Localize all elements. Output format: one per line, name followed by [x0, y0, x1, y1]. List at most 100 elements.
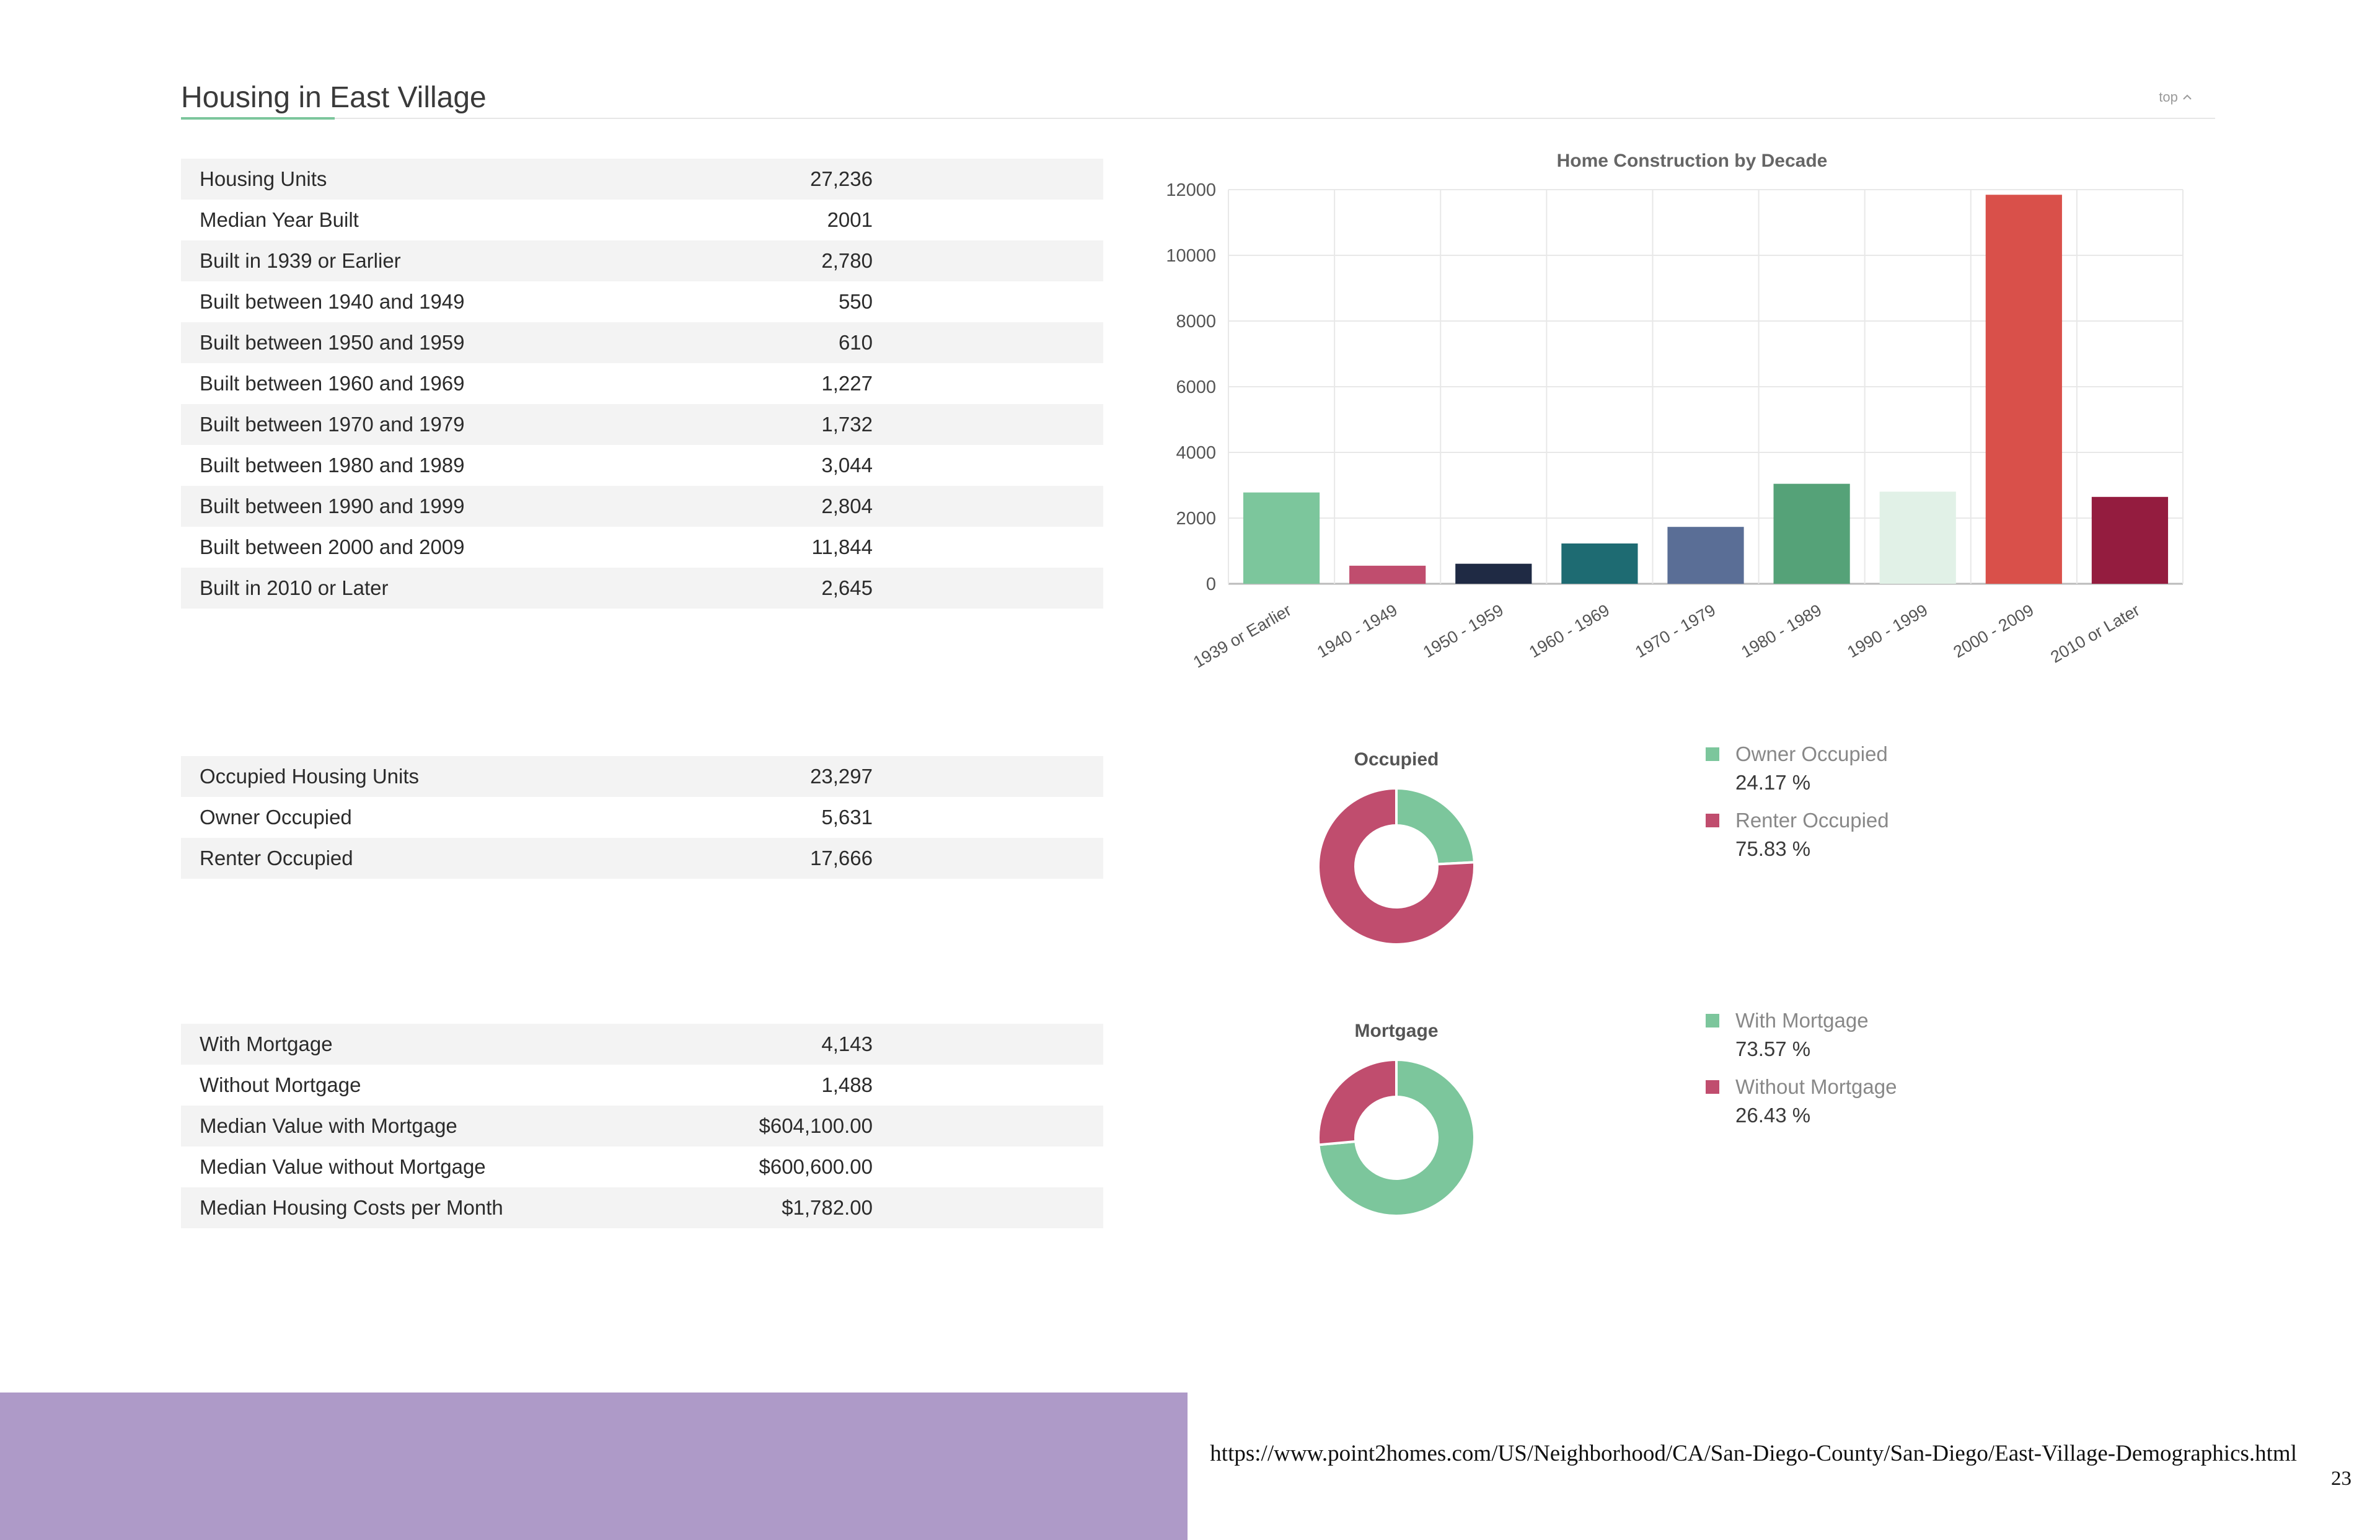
row-value: 2001 — [827, 208, 873, 231]
table-row: Built between 1970 and 1979 1,732 — [181, 404, 1103, 445]
construction-table: Housing Units 27,236 Median Year Built 2001… — [181, 159, 1103, 609]
table-row: With Mortgage 4,143 — [181, 1024, 1103, 1065]
table-row: Median Value with Mortgage $604,100.00 — [181, 1106, 1103, 1146]
donut-slice[interactable] — [1317, 1058, 1398, 1146]
section-header: Housing in East Village top — [181, 79, 2215, 120]
bar[interactable] — [1879, 491, 1956, 584]
x-tick-label: 1940 - 1949 — [1314, 601, 1401, 661]
bar[interactable] — [1773, 483, 1850, 584]
legend-swatch — [1706, 814, 1719, 827]
row-value: 3,044 — [821, 454, 873, 477]
row-value: 17,666 — [810, 847, 873, 869]
legend-label: With Mortgage — [1735, 1009, 1869, 1032]
row-value: 4,143 — [821, 1032, 873, 1055]
row-label: Occupied Housing Units — [200, 765, 420, 788]
row-label: Built between 1940 and 1949 — [200, 290, 465, 313]
footer-band — [0, 1393, 1188, 1540]
table-row: Built between 1950 and 1959 610 — [181, 322, 1103, 363]
source-url: https://www.point2homes.com/US/Neighborh… — [1210, 1441, 2297, 1466]
row-label: Median Housing Costs per Month — [200, 1196, 503, 1219]
row-label: Owner Occupied — [200, 806, 352, 829]
x-tick-label: 1960 - 1969 — [1526, 601, 1613, 661]
table-row: Housing Units 27,236 — [181, 159, 1103, 200]
table-row: Built between 1940 and 1949 550 — [181, 281, 1103, 322]
row-value: 2,780 — [821, 249, 873, 272]
table-row: Median Value without Mortgage $600,600.00 — [181, 1146, 1103, 1187]
table-row: Occupied Housing Units 23,297 — [181, 756, 1103, 797]
row-value: 550 — [838, 290, 873, 313]
row-value: 1,488 — [821, 1073, 873, 1096]
bar[interactable] — [1243, 492, 1320, 584]
donut-slice[interactable] — [1317, 786, 1476, 946]
table-row: Median Year Built 2001 — [181, 200, 1103, 240]
legend-percentage: 24.17 % — [1735, 771, 1811, 794]
bar[interactable] — [1455, 563, 1532, 584]
bar[interactable] — [1561, 543, 1638, 584]
row-label: Renter Occupied — [200, 847, 353, 869]
row-value: 1,732 — [821, 413, 873, 436]
page-title: Housing in East Village — [181, 81, 487, 114]
occupancy-table: Occupied Housing Units 23,297 Owner Occupi… — [181, 756, 1103, 879]
table-row: Built between 1960 and 1969 1,227 — [181, 363, 1103, 404]
mortgage-table: With Mortgage 4,143 Without Mortgage 1,488 M… — [181, 1024, 1103, 1228]
x-tick-label: 1939 or Earlier — [1190, 601, 1294, 672]
donut-slice[interactable] — [1395, 786, 1476, 866]
bar[interactable] — [2091, 496, 2169, 584]
row-label: Housing Units — [200, 167, 327, 190]
legend-percentage: 75.83 % — [1735, 837, 1811, 860]
mortgage-donut-chart: Mortgage — [1317, 1021, 1476, 1217]
home-construction-bar-chart: Home Construction by Decade 0 2000 4000 6000… — [1166, 151, 2184, 672]
row-value: 5,631 — [821, 806, 873, 829]
chart-title: Home Construction by Decade — [1557, 151, 1828, 171]
bar[interactable] — [1985, 195, 2062, 584]
y-tick-label: 12000 — [1166, 180, 1216, 200]
legend-swatch — [1706, 1014, 1719, 1027]
x-tick-label: 1950 - 1959 — [1420, 601, 1507, 661]
row-label: Built between 1960 and 1969 — [200, 372, 465, 395]
bar[interactable] — [1349, 565, 1426, 584]
table-row: Without Mortgage 1,488 — [181, 1065, 1103, 1106]
row-value: 23,297 — [810, 765, 873, 788]
x-tick-label: 1970 - 1979 — [1632, 601, 1719, 661]
x-tick-label: 1980 - 1989 — [1738, 601, 1825, 661]
legend-percentage: 26.43 % — [1735, 1104, 1811, 1127]
row-value: $600,600.00 — [759, 1155, 873, 1178]
table-row: Built between 2000 and 2009 11,844 — [181, 527, 1103, 568]
row-value: $1,782.00 — [782, 1196, 873, 1219]
legend-swatch — [1706, 1080, 1719, 1094]
table-row: Built between 1980 and 1989 3,044 — [181, 445, 1103, 486]
table-row: Built between 1990 and 1999 2,804 — [181, 486, 1103, 527]
donut-title: Occupied — [1354, 749, 1439, 770]
x-tick-label: 1990 - 1999 — [1844, 601, 1931, 661]
row-label: Median Value with Mortgage — [200, 1114, 457, 1137]
row-label: Built in 2010 or Later — [200, 576, 389, 599]
legend-label: Renter Occupied — [1735, 809, 1889, 832]
y-tick-label: 0 — [1206, 574, 1216, 594]
row-value: 610 — [838, 331, 873, 354]
chevron-up-icon — [2182, 88, 2193, 107]
top-link[interactable]: top — [2159, 88, 2193, 107]
row-label: Built between 1990 and 1999 — [200, 495, 465, 517]
row-value: 2,804 — [821, 495, 873, 517]
y-tick-label: 8000 — [1176, 312, 1216, 332]
row-label: Built between 1970 and 1979 — [200, 413, 465, 436]
bar[interactable] — [1667, 527, 1744, 584]
row-label: Built between 1950 and 1959 — [200, 331, 465, 354]
table-row: Renter Occupied 17,666 — [181, 838, 1103, 879]
top-link-label: top — [2159, 89, 2178, 105]
row-label: Built between 2000 and 2009 — [200, 535, 465, 558]
row-label: Median Year Built — [200, 208, 359, 231]
y-tick-label: 4000 — [1176, 443, 1216, 463]
row-label: Without Mortgage — [200, 1073, 361, 1096]
row-value: 27,236 — [810, 167, 873, 190]
legend-percentage: 73.57 % — [1735, 1037, 1811, 1060]
row-label: With Mortgage — [200, 1032, 333, 1055]
legend-swatch — [1706, 747, 1719, 761]
row-label: Built in 1939 or Earlier — [200, 249, 401, 272]
row-value: $604,100.00 — [759, 1114, 873, 1137]
legend-label: Owner Occupied — [1735, 742, 1888, 765]
row-value: 11,844 — [811, 535, 873, 558]
donut-slice[interactable] — [1317, 1058, 1476, 1217]
y-tick-label: 10000 — [1166, 246, 1216, 266]
table-row: Built in 1939 or Earlier 2,780 — [181, 240, 1103, 281]
